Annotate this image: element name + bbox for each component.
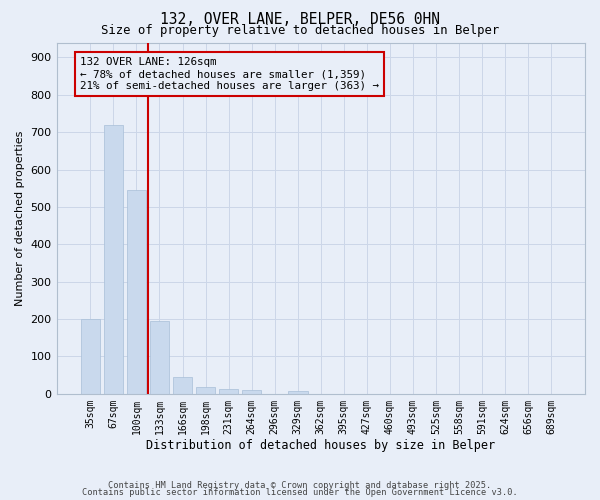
Bar [242, 390, 262, 394]
Bar [80, 319, 100, 394]
Y-axis label: Number of detached properties: Number of detached properties [15, 130, 25, 306]
Bar [196, 387, 215, 394]
Text: Contains public sector information licensed under the Open Government Licence v3: Contains public sector information licen… [82, 488, 518, 497]
Text: Contains HM Land Registry data © Crown copyright and database right 2025.: Contains HM Land Registry data © Crown c… [109, 480, 491, 490]
Text: Size of property relative to detached houses in Belper: Size of property relative to detached ho… [101, 24, 499, 37]
Text: 132, OVER LANE, BELPER, DE56 0HN: 132, OVER LANE, BELPER, DE56 0HN [160, 12, 440, 28]
Bar [219, 389, 238, 394]
Bar [173, 377, 193, 394]
Bar [104, 124, 123, 394]
Bar [149, 321, 169, 394]
Text: 132 OVER LANE: 126sqm
← 78% of detached houses are smaller (1,359)
21% of semi-d: 132 OVER LANE: 126sqm ← 78% of detached … [80, 58, 379, 90]
X-axis label: Distribution of detached houses by size in Belper: Distribution of detached houses by size … [146, 440, 496, 452]
Bar [288, 391, 308, 394]
Bar [127, 190, 146, 394]
